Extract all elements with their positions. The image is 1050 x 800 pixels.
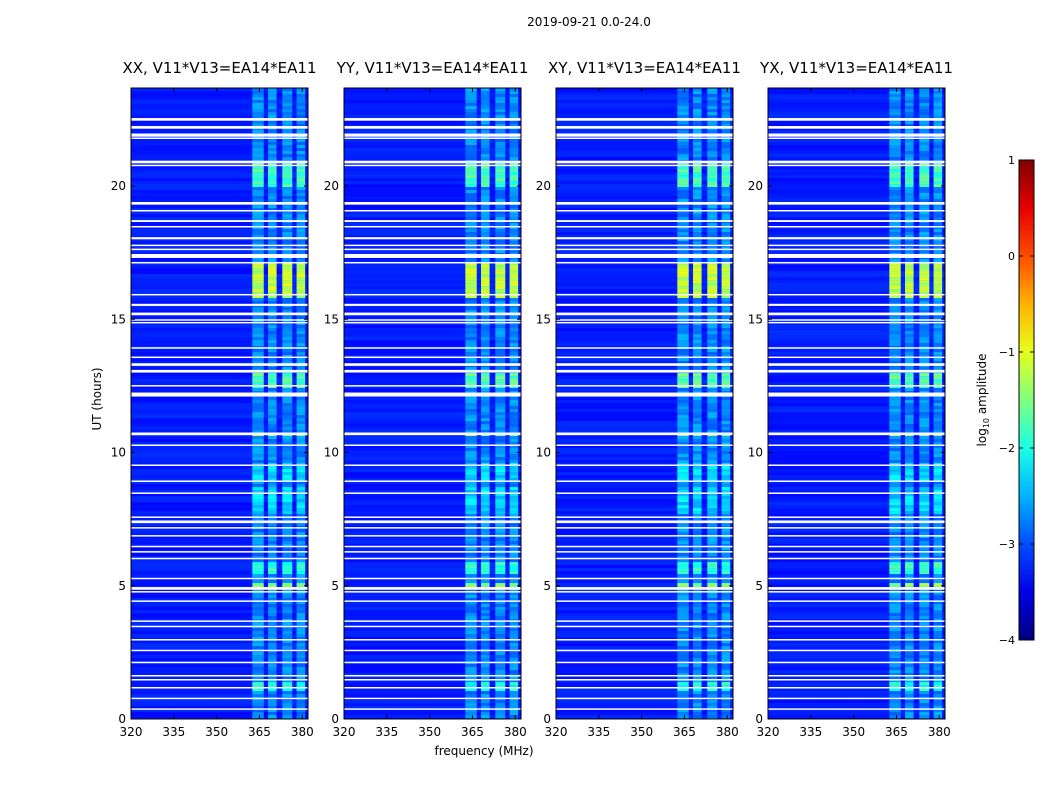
x-tick-label: 350 [842,725,865,739]
colorbar: −4 −3 −2 −1 0 1 log10 amplitude [975,154,1035,647]
panel-2: XY, V11*V13=EA14*EA11 320 335 350 365 380 0 5 10… [536,59,741,739]
x-tick-label: 365 [248,725,271,739]
panel-0-frame [130,87,309,720]
y-tick-label: 15 [111,312,126,326]
y-tick-label: 15 [748,312,763,326]
x-tick-label: 380 [291,725,314,739]
panel-0: XX, V11*V13=EA14*EA11 320 335 350 365 380 0 5 10… [111,59,317,739]
x-tick-label: 350 [630,725,653,739]
x-tick-label: 335 [799,725,822,739]
y-tick-label: 5 [331,579,339,593]
x-tick-label: 335 [162,725,185,739]
y-tick-label: 20 [748,179,763,193]
panel-3-title: YX, V11*V13=EA14*EA11 [759,59,953,77]
panel-1-image [344,88,521,719]
panel-3-frame [767,87,946,720]
panel-1: YY, V11*V13=EA14*EA11 320 335 350 365 380 0 5 10… [324,59,529,739]
colorbar-tick-label: 1 [1008,154,1015,167]
x-tick-label: 320 [757,725,780,739]
x-tick-label: 350 [205,725,228,739]
y-tick-label: 10 [111,446,126,460]
colorbar-tick-label: −2 [999,442,1015,455]
x-tick-label: 365 [673,725,696,739]
y-tick-label: 0 [331,712,339,726]
colorbar-tick-label: −1 [999,346,1015,359]
x-tick-label: 380 [716,725,739,739]
x-tick-label: 320 [120,725,143,739]
colorbar-tick-label: −4 [999,634,1015,647]
colorbar-tick-label: −3 [999,538,1015,551]
y-tick-label: 5 [543,579,551,593]
y-tick-label: 0 [755,712,763,726]
y-tick-label: 15 [324,312,339,326]
x-tick-label: 365 [461,725,484,739]
x-tick-label: 335 [587,725,610,739]
y-tick-label: 10 [324,446,339,460]
panel-1-frame [343,87,522,720]
x-tick-label: 320 [545,725,568,739]
x-tick-label: 380 [504,725,527,739]
y-tick-label: 0 [543,712,551,726]
y-tick-label: 20 [536,179,551,193]
x-tick-label: 380 [928,725,951,739]
x-tick-label: 365 [885,725,908,739]
panel-3-image [768,88,945,719]
x-tick-label: 320 [333,725,356,739]
colorbar-gradient [1018,159,1035,641]
y-tick-label: 5 [118,579,126,593]
figure-suptitle: 2019-09-21 0.0-24.0 [527,15,651,29]
panel-0-title: XX, V11*V13=EA14*EA11 [122,59,316,77]
panel-3: YX, V11*V13=EA14*EA11 320 335 350 365 380 0 5 10… [748,59,953,739]
x-axis-label: frequency (MHz) [434,744,533,758]
x-tick-label: 335 [375,725,398,739]
y-tick-label: 0 [118,712,126,726]
panel-2-frame [555,87,734,720]
y-axis-label: UT (hours) [90,367,104,430]
panel-1-title: YY, V11*V13=EA14*EA11 [336,59,529,77]
y-tick-label: 20 [324,179,339,193]
panel-0-image [131,88,308,719]
y-tick-label: 10 [748,446,763,460]
panel-2-title: XY, V11*V13=EA14*EA11 [548,59,741,77]
y-tick-label: 15 [536,312,551,326]
y-tick-label: 5 [755,579,763,593]
y-tick-label: 20 [111,179,126,193]
colorbar-label: log10 amplitude [975,354,991,447]
colorbar-tick-label: 0 [1008,250,1015,263]
y-tick-label: 10 [536,446,551,460]
panels: XX, V11*V13=EA14*EA11 320 335 350 365 380 0 5 10… [111,59,953,739]
x-tick-label: 350 [418,725,441,739]
panel-2-image [556,88,733,719]
